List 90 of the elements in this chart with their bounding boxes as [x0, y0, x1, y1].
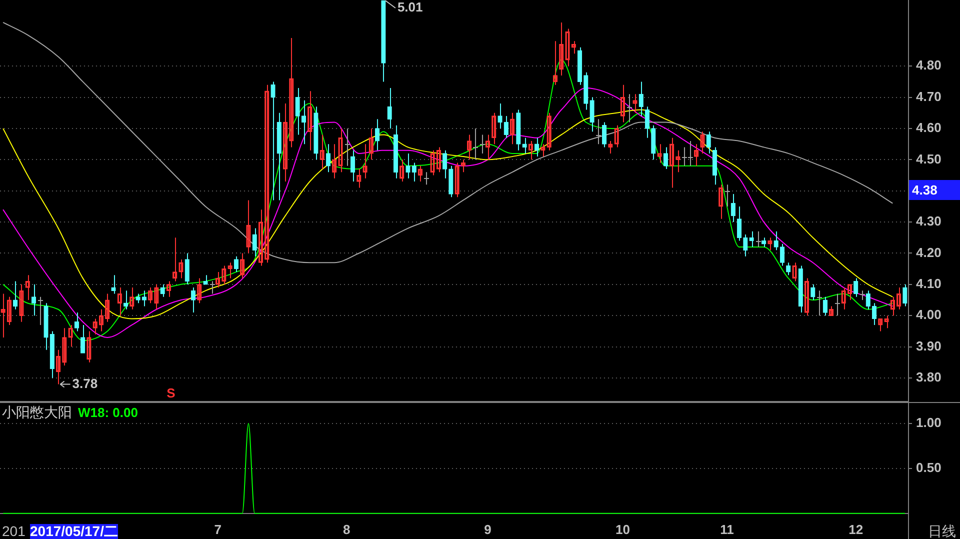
candlestick — [252, 228, 257, 257]
x-tick-label: 10 — [615, 522, 630, 537]
candlestick — [638, 81, 644, 117]
x-tick-label: 8 — [343, 522, 350, 537]
candlestick — [350, 150, 356, 182]
candlestick — [406, 152, 410, 179]
candlestick — [866, 290, 870, 310]
candlestick — [596, 118, 602, 145]
x-tick-label: 12 — [848, 522, 864, 537]
annotation: 3.78 — [72, 376, 98, 391]
candlestick — [712, 146, 718, 186]
candlestick — [626, 94, 632, 123]
candlestick — [190, 287, 196, 313]
x-tick-label: 9 — [484, 522, 492, 537]
y-tick-label: 4.50 — [916, 151, 942, 166]
candlestick — [834, 293, 840, 316]
y-tick-label: 4.20 — [916, 244, 942, 260]
candlestick — [234, 256, 239, 272]
y-tick-label: 4.70 — [916, 88, 942, 104]
candlestick — [706, 131, 711, 154]
candlestick — [80, 324, 86, 354]
candlestick — [902, 284, 908, 307]
candlestick — [663, 146, 668, 170]
x-tick-label: 7 — [214, 522, 222, 537]
candlestick — [590, 96, 594, 132]
y-tick-label: 0.50 — [916, 460, 942, 476]
x-tick-label: 11 — [720, 522, 734, 537]
candlestick — [295, 87, 300, 136]
candlestick — [448, 165, 454, 198]
candlestick — [374, 118, 380, 151]
candlestick — [730, 193, 736, 223]
text: W18: 0.00 — [78, 405, 138, 420]
candlestick — [13, 280, 18, 310]
candlestick — [270, 81, 276, 201]
y-tick-label: 4.30 — [916, 214, 942, 229]
candlestick — [142, 290, 147, 307]
candlestick — [160, 284, 165, 298]
candlestick — [644, 106, 650, 138]
candlestick — [810, 284, 816, 301]
y-tick-label: 4.80 — [916, 58, 942, 73]
candlestick — [136, 293, 140, 304]
y-tick-label: 3.90 — [916, 338, 942, 354]
candlestick — [442, 150, 448, 179]
y-tick-label: 1.00 — [916, 415, 942, 430]
candlestick — [412, 162, 416, 182]
candlestick — [74, 312, 80, 332]
candlestick — [38, 296, 44, 326]
candlestick — [498, 103, 502, 129]
candlestick — [651, 124, 656, 160]
candlestick — [387, 87, 392, 129]
candlestick — [774, 230, 778, 251]
candlestick — [743, 234, 748, 257]
y-tick-label: 4.00 — [916, 307, 942, 322]
candlestick — [749, 230, 754, 248]
candlestick — [780, 243, 785, 266]
candlestick — [480, 134, 486, 154]
candlestick — [786, 262, 791, 276]
text: 日线 — [928, 523, 956, 539]
chart-title: 小阳憋大阳 — [2, 404, 72, 420]
candlestick — [854, 278, 858, 298]
y-tick-label: 3.80 — [916, 370, 942, 385]
candlestick — [504, 116, 508, 138]
annotation: S — [166, 386, 176, 401]
candlestick — [522, 137, 527, 154]
text: 4.38 — [912, 182, 938, 198]
candlestick — [816, 290, 822, 316]
candlestick — [872, 302, 877, 326]
candlestick — [31, 284, 36, 316]
text: 2017/05/17/二 — [30, 523, 118, 539]
candlestick — [326, 144, 331, 173]
y-tick-label: 4.10 — [916, 276, 942, 292]
text: 201 — [2, 523, 26, 539]
candlestick — [210, 280, 216, 294]
line-series — [2, 22, 894, 264]
y-tick-label: 4.60 — [916, 120, 942, 136]
candlestick — [184, 252, 190, 285]
candlestick — [472, 128, 478, 160]
candlestick — [822, 296, 828, 316]
candlestick — [301, 100, 306, 145]
candlestick — [424, 172, 430, 186]
candlestick — [724, 184, 730, 207]
line-series — [2, 109, 894, 320]
candlestick — [203, 274, 208, 285]
candlestick — [602, 122, 607, 148]
candlestick — [860, 290, 866, 301]
candlestick — [736, 206, 742, 242]
candlestick — [756, 230, 762, 248]
candlestick — [111, 274, 116, 294]
annotation: 5.01 — [397, 0, 423, 15]
candlestick — [344, 128, 350, 166]
